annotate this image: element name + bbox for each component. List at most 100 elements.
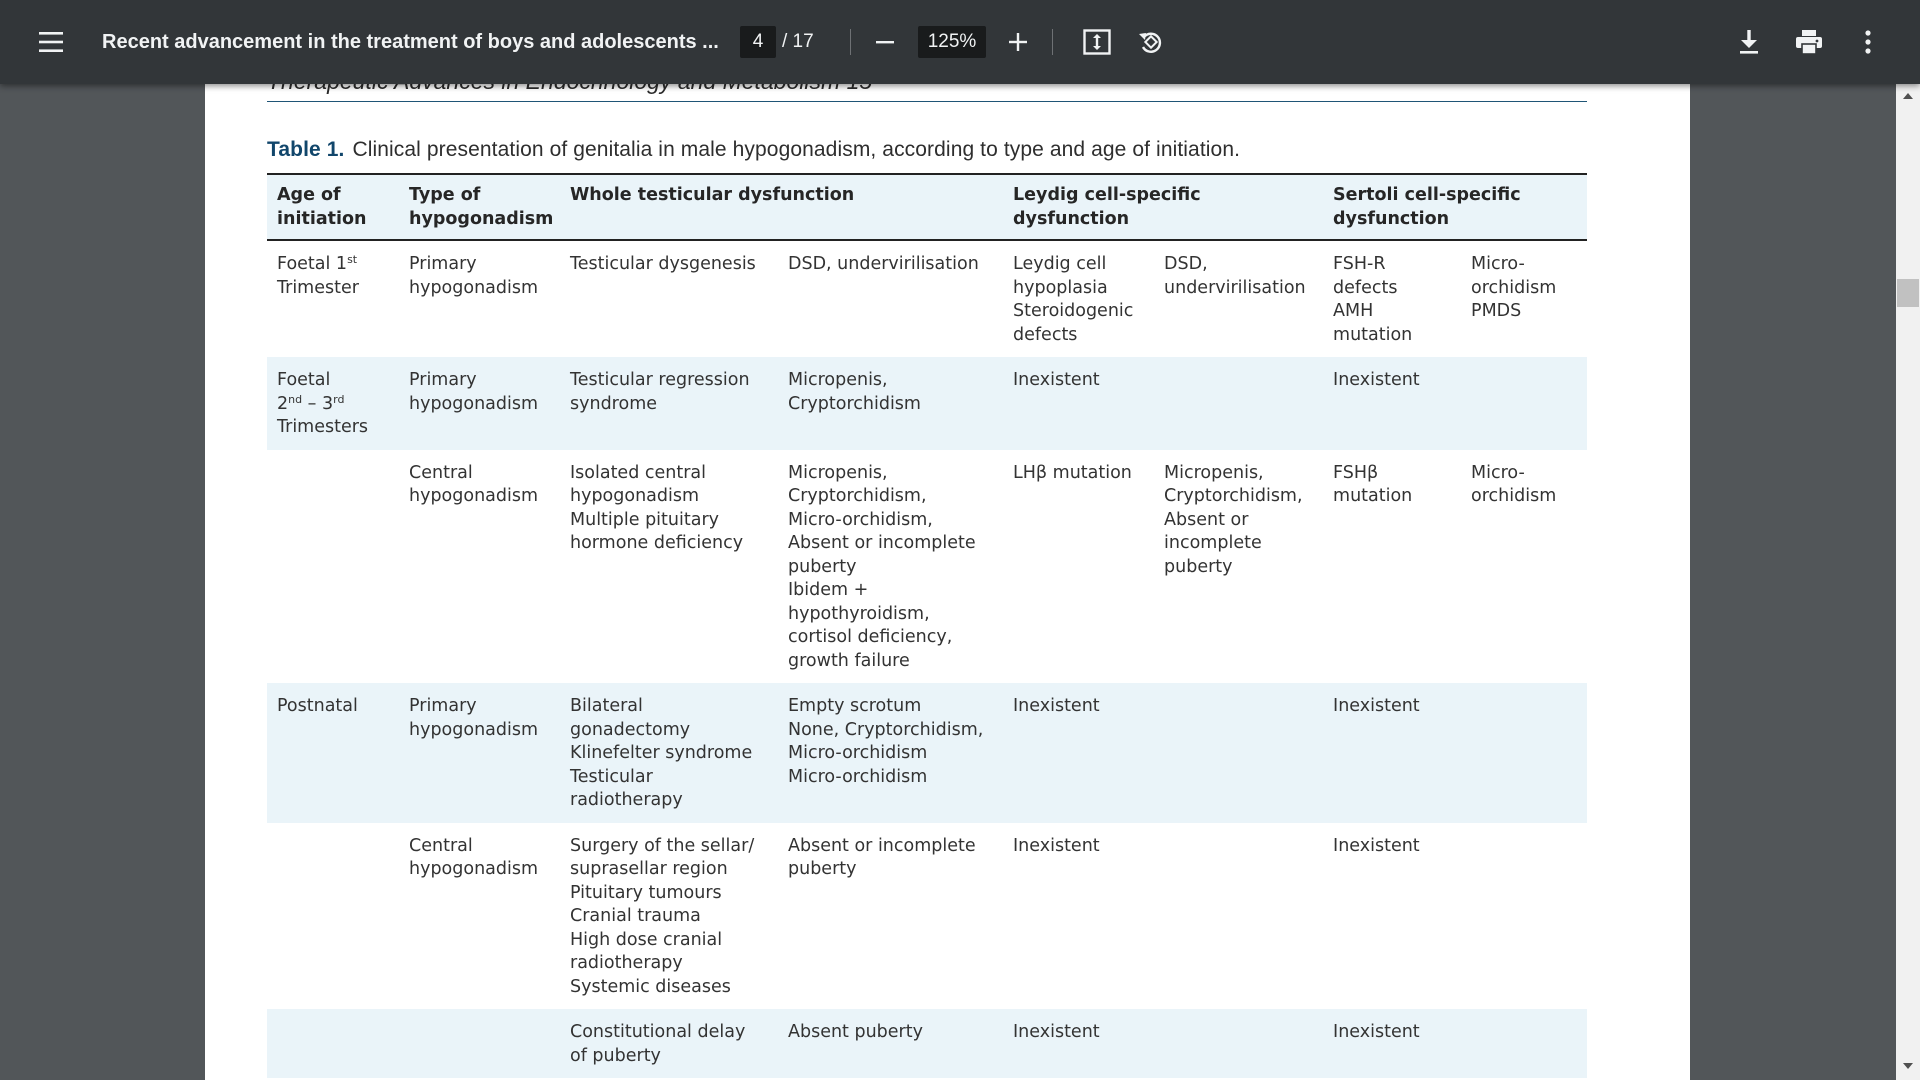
table-cell: Absent or incomplete puberty bbox=[778, 823, 1003, 1010]
table-row: Foetal 2nd – 3rd Trimesters Primary hypogon… bbox=[267, 357, 1588, 450]
cell-line: Isolated central bbox=[570, 462, 706, 483]
cell-text: Trimesters bbox=[277, 417, 369, 437]
table-cell bbox=[1461, 823, 1587, 1010]
download-icon[interactable] bbox=[1737, 29, 1761, 55]
table-row: Postnatal Primary hypogonadism Bilateral go… bbox=[267, 683, 1588, 823]
cell-line: hormone deficiency bbox=[570, 533, 744, 553]
scrollbar-thumb[interactable] bbox=[1897, 279, 1919, 307]
cell-text: Foetal 1 bbox=[277, 254, 348, 274]
table-cell: Central hypogonadism bbox=[399, 450, 560, 684]
scroll-up-arrow-icon[interactable] bbox=[1900, 88, 1916, 104]
cell-line: orchidism bbox=[1471, 277, 1557, 298]
cell-line: gonadectomy bbox=[570, 719, 691, 740]
cell-line: Cryptorchidism, bbox=[1164, 486, 1303, 506]
table-cell bbox=[1154, 823, 1323, 1010]
cell-line: Inexistent bbox=[1333, 696, 1420, 716]
plus-icon[interactable] bbox=[1007, 31, 1029, 53]
column-header: Leydig cell-specific dysfunction bbox=[1003, 173, 1324, 241]
cell-text: Postnatal bbox=[277, 696, 358, 716]
vertical-scrollbar[interactable] bbox=[1896, 84, 1920, 1080]
cell-line: Cranial trauma bbox=[570, 906, 701, 926]
cell-line: Testicular dysgenesis bbox=[570, 254, 756, 274]
superscript: st bbox=[347, 253, 358, 266]
cell-text: Primary hypogonadism bbox=[409, 696, 539, 740]
table-cell: Inexistent bbox=[1323, 1009, 1461, 1078]
cell-line: Micropenis, bbox=[788, 370, 888, 390]
table-cell: Absent puberty bbox=[778, 1009, 1003, 1078]
cell-text: Primary hypogonadism bbox=[409, 254, 539, 298]
toolbar-divider bbox=[1052, 29, 1053, 55]
cell-line: PMDS bbox=[1471, 301, 1522, 321]
table-cell: Inexistent bbox=[1003, 357, 1154, 450]
document-title: Recent advancement in the treatment of b… bbox=[102, 31, 719, 53]
journal-running-header: Therapeutic Advances in Endocrinology an… bbox=[267, 84, 872, 95]
cell-line: Micro-orchidism bbox=[788, 743, 928, 763]
page-number-input[interactable]: 4 bbox=[740, 26, 776, 58]
table-cell bbox=[267, 823, 399, 1010]
header-rule bbox=[267, 101, 1587, 102]
cell-line: Micro-orchidism bbox=[788, 766, 928, 787]
table-cell: DSD, undervirilisation bbox=[778, 240, 1003, 357]
cell-line: Micro- bbox=[1471, 254, 1525, 274]
cell-line: of puberty bbox=[570, 1045, 661, 1066]
cell-line: Steroidogenic bbox=[1013, 301, 1134, 321]
table-header-row: Age of initiation Type of hypogonadism W… bbox=[267, 173, 1588, 241]
rotate-counterclockwise-icon[interactable] bbox=[1137, 28, 1165, 56]
cell-line: Inexistent bbox=[1013, 1022, 1100, 1042]
cell-line: DSD, bbox=[1164, 254, 1208, 274]
hamburger-menu-icon[interactable] bbox=[38, 30, 64, 54]
table-cell: Primary hypogonadism bbox=[399, 240, 560, 357]
more-vert-icon[interactable] bbox=[1862, 30, 1874, 54]
cell-line: hypothyroidism, bbox=[788, 603, 930, 624]
cell-line: Pituitary tumours bbox=[570, 882, 722, 903]
cell-line: 2nd – 3rd bbox=[277, 393, 389, 417]
toolbar-divider bbox=[850, 29, 851, 55]
cell-text: 2 bbox=[277, 393, 289, 414]
column-header: Age of initiation bbox=[267, 173, 399, 241]
cell-line: undervirilisation bbox=[1164, 277, 1306, 298]
table-cell: Foetal 1st Trimester bbox=[267, 240, 399, 357]
table-row: Central hypogonadism Isolated central hypo… bbox=[267, 450, 1587, 684]
cell-line: cortisol deficiency, bbox=[788, 627, 953, 647]
table-cell bbox=[1154, 1009, 1323, 1078]
cell-line: Systemic diseases bbox=[570, 976, 731, 997]
cell-line: Inexistent bbox=[1333, 370, 1420, 390]
table-cell: FSHβ mutation bbox=[1323, 450, 1461, 684]
table-cell: Inexistent bbox=[1003, 683, 1154, 823]
cell-line: DSD, undervirilisation bbox=[788, 254, 979, 274]
table-cell bbox=[1154, 683, 1323, 823]
cell-line: Absent puberty bbox=[788, 1022, 923, 1042]
table-cell: Micropenis, Cryptorchidism, Absent or incom… bbox=[1154, 450, 1323, 684]
table-cell: Micropenis, Cryptorchidism bbox=[778, 357, 1003, 450]
table-cell bbox=[1461, 683, 1587, 823]
cell-line: radiotherapy bbox=[570, 790, 683, 810]
cell-line: FSH-R bbox=[1333, 254, 1386, 274]
cell-line: Multiple pituitary bbox=[570, 509, 719, 530]
table-cell: Inexistent bbox=[1323, 683, 1461, 823]
print-icon[interactable] bbox=[1795, 29, 1823, 55]
table-cell bbox=[1154, 357, 1323, 450]
cell-line: Empty scrotum bbox=[788, 696, 922, 716]
table-cell bbox=[1461, 357, 1587, 450]
table-cell: Constitutional delay of puberty bbox=[560, 1009, 778, 1078]
cell-line: Testicular bbox=[570, 766, 653, 787]
cell-line: Cryptorchidism bbox=[788, 393, 921, 414]
table-cell: Surgery of the sellar/suprasellar region… bbox=[560, 823, 778, 1010]
minus-icon[interactable] bbox=[874, 32, 896, 52]
fit-to-page-icon[interactable] bbox=[1083, 29, 1111, 55]
column-header: Type of hypogonadism bbox=[399, 173, 560, 241]
zoom-level-input[interactable]: 125% bbox=[918, 26, 986, 58]
table-caption: Table 1. Clinical presentation of genital… bbox=[267, 138, 1240, 162]
table-cell: Testicular dysgenesis bbox=[560, 240, 778, 357]
cell-line: Absent or incomplete bbox=[788, 835, 976, 856]
table-caption-text: Clinical presentation of genitalia in ma… bbox=[352, 138, 1241, 161]
superscript: rd bbox=[333, 392, 345, 406]
cell-line: Absent or incomplete bbox=[788, 533, 976, 553]
table-caption-label: Table 1. bbox=[267, 138, 345, 161]
cell-line: Micropenis, bbox=[1164, 462, 1264, 483]
scroll-down-arrow-icon[interactable] bbox=[1900, 1058, 1916, 1074]
cell-line: Cryptorchidism, bbox=[788, 486, 927, 506]
table-cell: Micropenis, Cryptorchidism, Micro-orchidis… bbox=[778, 450, 1003, 684]
cell-line: puberty bbox=[788, 556, 857, 577]
table-cell: Micro-orchidism bbox=[1461, 450, 1587, 684]
